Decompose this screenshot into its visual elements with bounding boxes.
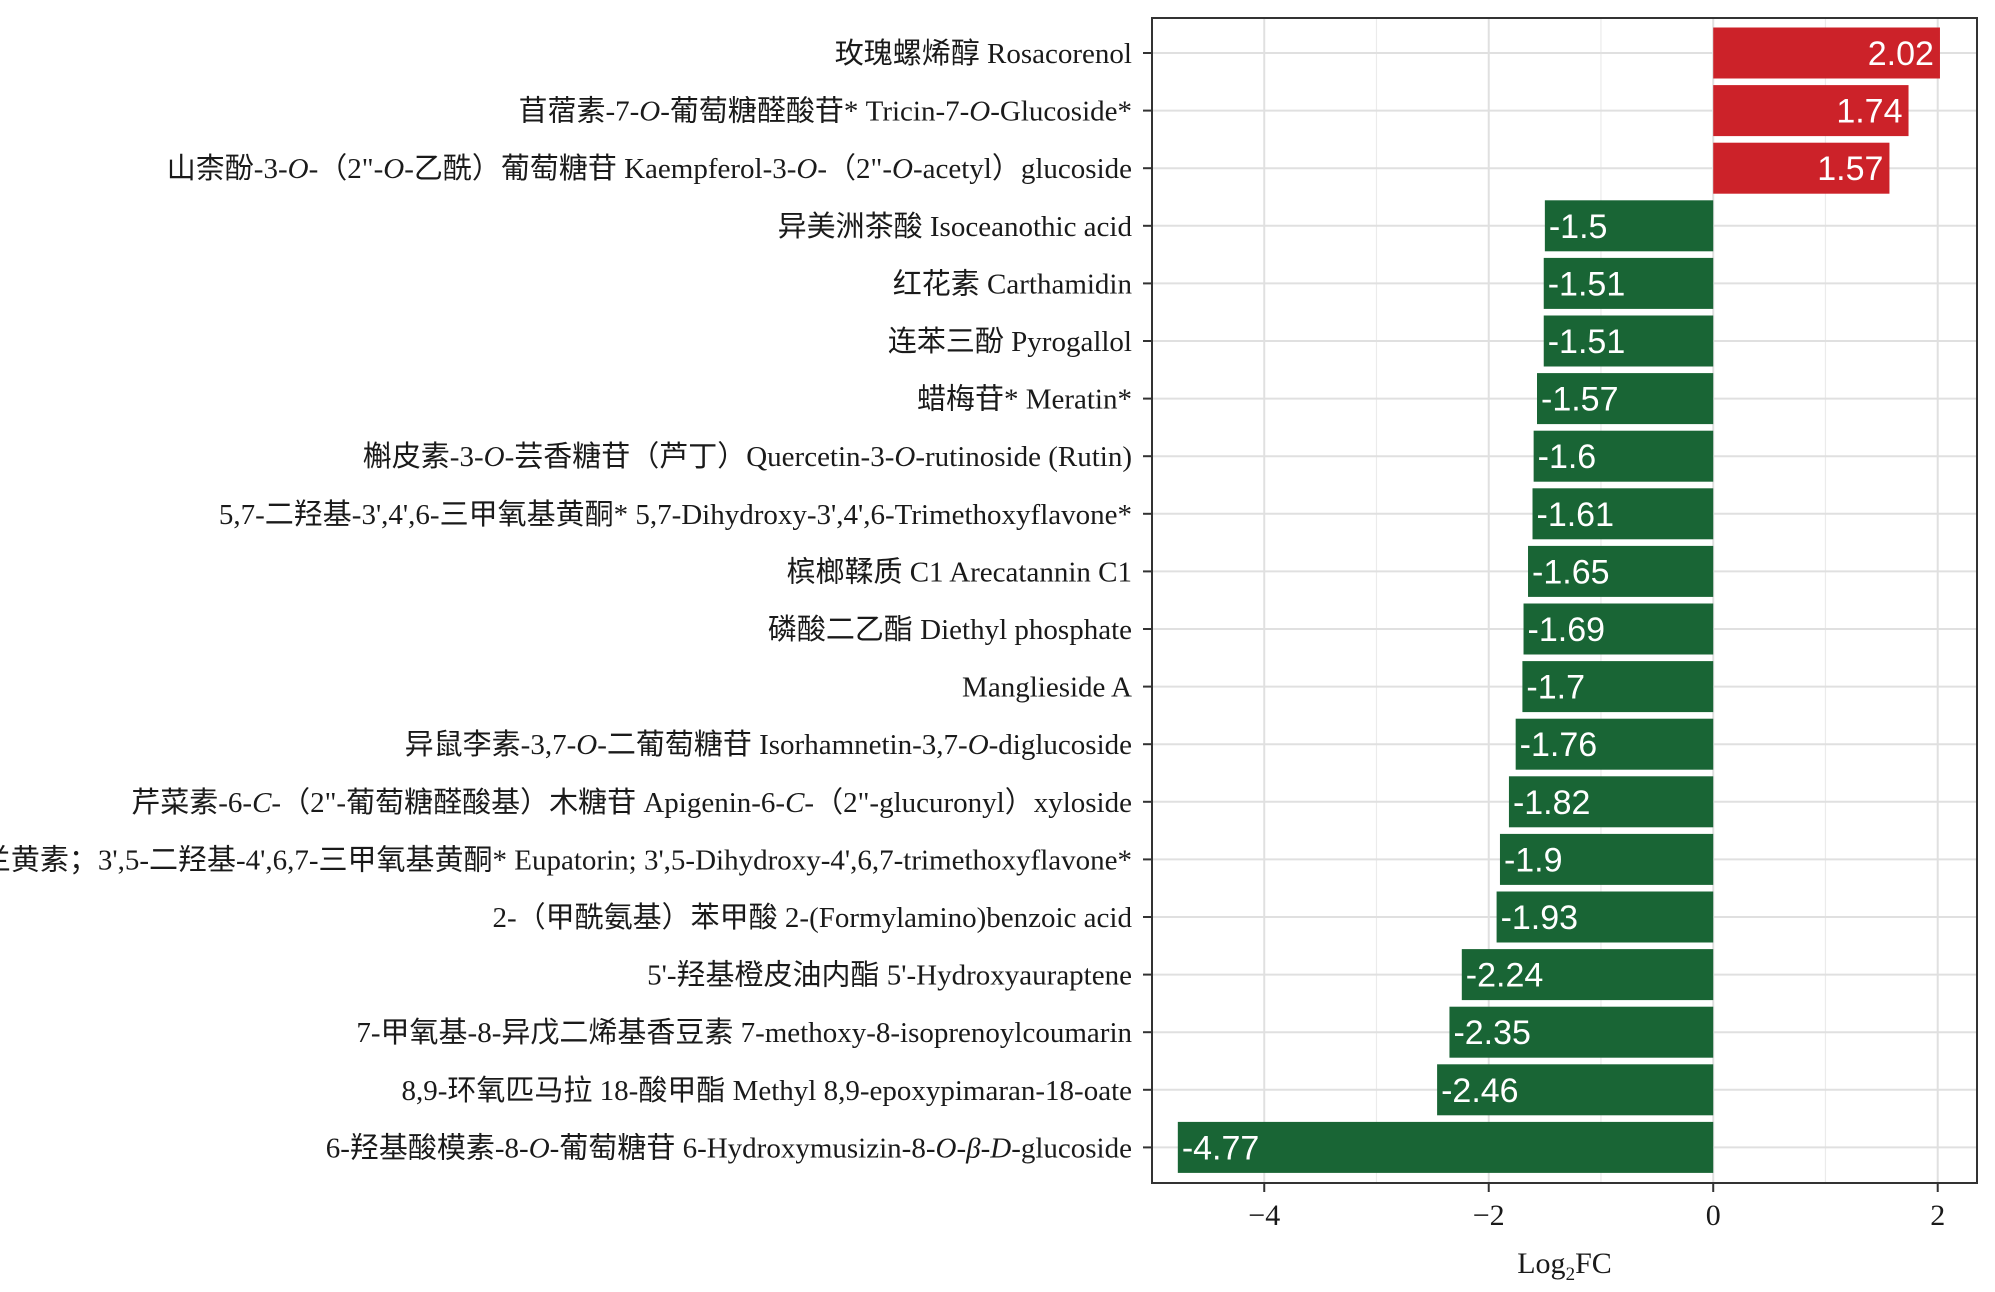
bar-value-label: 1.57 <box>1817 150 1883 188</box>
bar <box>1528 545 1714 597</box>
bar <box>1713 27 1940 79</box>
bar-value-label: -1.82 <box>1513 784 1591 822</box>
bar-value-label: -1.61 <box>1537 496 1615 534</box>
bar-layer: 2.02 1.74 1.57 -1.5 -1.51 -1.51 -1.57 -1.6 -1.61… <box>1177 27 1940 1173</box>
bar <box>1449 1006 1714 1058</box>
bar <box>1496 891 1714 943</box>
x-tick-label: −2 <box>1473 1199 1505 1232</box>
bar-value-label: -1.76 <box>1520 726 1598 764</box>
category-label-layer: 玫瑰螺烯醇 Rosacorenol 苜蓿素-7-O-葡萄糖醛酸苷* Tricin-… <box>0 37 1132 1164</box>
bar <box>1177 1121 1714 1173</box>
bar <box>1713 85 1909 137</box>
bar-value-label: -2.35 <box>1453 1014 1531 1052</box>
x-axis-layer: −4 −2 0 2 Log2FC <box>1143 52 1945 1285</box>
category-label: Manglieside A <box>962 672 1132 704</box>
bar <box>1515 718 1714 770</box>
category-label: 红花素 Carthamidin <box>893 267 1133 300</box>
category-label: 6-羟基酸模素-8-O-葡萄糖苷 6-Hydroxymusizin-8-O-β-… <box>326 1131 1132 1164</box>
bar <box>1522 661 1714 713</box>
category-label: 2-（甲酰氨基）苯甲酸 2-(Formylamino)benzoic acid <box>493 901 1133 934</box>
bar <box>1532 488 1714 540</box>
category-label: 苜蓿素-7-O-葡萄糖醛酸苷* Tricin-7-O-Glucoside* <box>518 95 1132 128</box>
category-label: 芹菜素-6-C-（2"-葡萄糖醛酸基）木糖苷 Apigenin-6-C-（2"-… <box>131 786 1132 819</box>
x-tick-label: 2 <box>1930 1199 1945 1232</box>
category-label: 蜡梅苷* Meratin* <box>917 383 1132 416</box>
bar <box>1499 833 1714 885</box>
bar <box>1537 373 1714 425</box>
bar-value-label: 1.74 <box>1836 93 1902 131</box>
x-tick-label: −4 <box>1248 1199 1280 1232</box>
bar-value-label: -2.24 <box>1466 957 1544 995</box>
category-label: 5,7-二羟基-3',4',6-三甲氧基黄酮* 5,7-Dihydroxy-3'… <box>219 498 1132 531</box>
bar-value-label: -1.5 <box>1549 208 1608 246</box>
bar-value-label: -1.51 <box>1548 323 1626 361</box>
category-label: 玫瑰螺烯醇 Rosacorenol <box>835 37 1132 70</box>
category-label: 槲皮素-3-O-芸香糖苷（芦丁）Quercetin-3-O-rutinoside… <box>363 440 1132 473</box>
bar <box>1508 776 1714 828</box>
category-label: 连苯三酚 Pyrogallol <box>888 325 1132 358</box>
category-label: 泽兰黄素；3',5-二羟基-4',6,7-三甲氧基黄酮* Eupatorin; … <box>0 843 1132 876</box>
bar-value-label: -1.57 <box>1541 381 1619 419</box>
bar-value-label: -1.9 <box>1504 841 1563 879</box>
category-label: 7-甲氧基-8-异戊二烯基香豆素 7-methoxy-8-isoprenoylc… <box>356 1016 1132 1049</box>
bar <box>1461 949 1714 1001</box>
category-label: 异鼠李素-3,7-O-二葡萄糖苷 Isorhamnetin-3,7-O-digl… <box>405 728 1132 761</box>
bar <box>1437 1064 1714 1116</box>
bar-value-label: -1.93 <box>1501 899 1579 937</box>
bar <box>1713 142 1890 194</box>
bar-value-label: 2.02 <box>1868 35 1934 73</box>
panel-border-layer <box>1151 17 1978 1184</box>
bar-value-label: -4.77 <box>1182 1129 1260 1167</box>
bar <box>1544 200 1714 252</box>
bar <box>1543 257 1714 309</box>
category-label: 异美洲茶酸 Isoceanothic acid <box>778 210 1133 243</box>
panel-border <box>1151 17 1978 1184</box>
bar-value-label: -1.6 <box>1538 438 1597 476</box>
bar <box>1533 430 1714 482</box>
category-label: 8,9-环氧匹马拉 18-酸甲酯 Methyl 8,9-epoxypimaran… <box>402 1074 1133 1107</box>
category-label: 磷酸二乙酯 Diethyl phosphate <box>768 613 1132 646</box>
bar-value-label: -1.65 <box>1532 553 1610 591</box>
bar <box>1523 603 1714 655</box>
bar <box>1543 315 1714 367</box>
bar-value-label: -2.46 <box>1441 1072 1519 1110</box>
category-label: 槟榔鞣质 C1 Arecatannin C1 <box>786 555 1132 588</box>
category-label: 5'-羟基橙皮油内酯 5'-Hydroxyauraptene <box>647 959 1132 992</box>
bar-value-label: -1.69 <box>1528 611 1606 649</box>
x-tick-label: 0 <box>1706 1199 1721 1232</box>
bar-value-label: -1.51 <box>1548 265 1626 303</box>
x-axis-title: Log2FC <box>1517 1247 1612 1285</box>
bar-value-label: -1.7 <box>1526 669 1585 707</box>
category-label: 山柰酚-3-O-（2"-O-乙酰）葡萄糖苷 Kaempferol-3-O-（2"… <box>167 152 1132 185</box>
